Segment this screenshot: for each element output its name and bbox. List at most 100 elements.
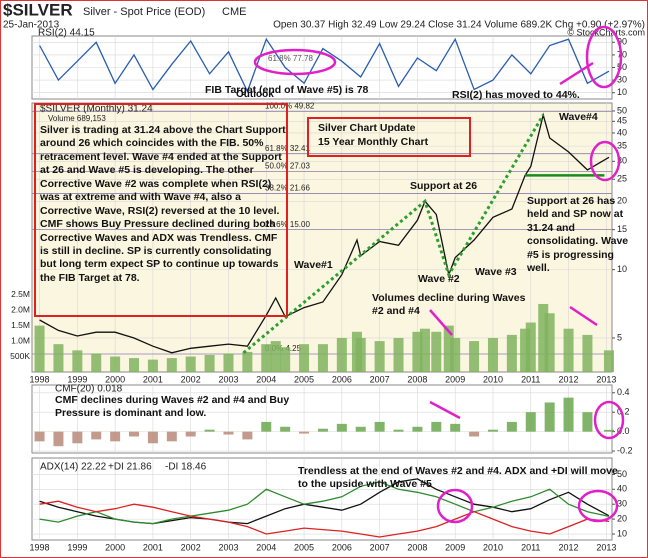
adx-note: Trendless at the end of Waves #2 and #4.… bbox=[298, 465, 618, 491]
bar bbox=[242, 351, 253, 372]
exchange: CME bbox=[222, 6, 246, 18]
x-tick-label: 2001 bbox=[143, 542, 163, 552]
bar bbox=[374, 421, 385, 432]
x-tick-label: 2002 bbox=[181, 374, 201, 384]
bar bbox=[53, 344, 64, 372]
y-tick-label: 40 bbox=[617, 127, 627, 137]
subtitle-line: 15 Year Monthly Chart bbox=[318, 136, 429, 148]
bar bbox=[299, 344, 310, 372]
bar bbox=[261, 421, 272, 432]
wave-label: Wave#4 bbox=[559, 111, 598, 123]
panel bbox=[31, 384, 613, 454]
legend-plus-di: +DI 21.86 bbox=[108, 462, 152, 473]
bar bbox=[223, 431, 234, 435]
y-tick-label: 20 bbox=[617, 196, 627, 206]
y-tick-label: 50 bbox=[617, 105, 627, 115]
bar bbox=[487, 429, 498, 432]
y-tick-label: 15 bbox=[617, 224, 627, 234]
bar bbox=[204, 354, 215, 372]
title-box bbox=[307, 117, 471, 157]
wave-label: Wave#1 bbox=[294, 259, 333, 271]
instrument-name: Silver - Spot Price (EOD) bbox=[83, 6, 205, 18]
highlight-line bbox=[429, 400, 461, 420]
bar bbox=[204, 429, 215, 432]
y-tick-label: 5 bbox=[617, 332, 622, 342]
cmf-note: CMF declines during Waves #2 and #4 and … bbox=[55, 394, 290, 420]
highlight-line bbox=[559, 61, 594, 86]
y-tick-label: 30 bbox=[617, 74, 627, 84]
x-tick-label: 2001 bbox=[143, 374, 163, 384]
x-tick-label: 2003 bbox=[218, 374, 238, 384]
bar bbox=[110, 431, 121, 442]
y-tick-label: 30 bbox=[617, 156, 627, 166]
y-tick-label: 35 bbox=[617, 140, 627, 150]
bar bbox=[317, 428, 328, 432]
y-tick-label: 90 bbox=[617, 37, 627, 47]
bar bbox=[412, 426, 423, 432]
highlight-line bbox=[569, 305, 598, 327]
rsi-fib-label: 61.8% 77.78 bbox=[268, 54, 313, 63]
outlook-label: Outlook bbox=[236, 89, 274, 100]
bar bbox=[299, 431, 310, 434]
bar bbox=[393, 429, 404, 432]
fib-label: 100.0% 49.82 bbox=[265, 101, 315, 110]
legend-price: $SILVER (Monthly) 31.24 bbox=[40, 104, 153, 115]
bar bbox=[166, 431, 177, 442]
y-tick-label: 10 bbox=[617, 87, 627, 97]
y-tick-label: 20 bbox=[617, 514, 627, 524]
x-tick-label: 2012 bbox=[559, 374, 579, 384]
bar bbox=[506, 421, 517, 432]
x-tick-label: 2003 bbox=[218, 542, 238, 552]
x-tick-label: 2006 bbox=[332, 374, 352, 384]
bar bbox=[538, 303, 549, 372]
wave-label: Wave #2 bbox=[418, 273, 460, 285]
bar bbox=[506, 334, 517, 372]
bar bbox=[603, 429, 614, 432]
bar bbox=[431, 331, 442, 372]
bar bbox=[563, 397, 574, 432]
y-tick-label: 25 bbox=[617, 174, 627, 184]
rsi-note: RSI(2) has moved to 44%. bbox=[452, 89, 580, 101]
bar bbox=[91, 353, 102, 372]
x-tick-label: 2011 bbox=[521, 542, 540, 552]
y-tick-label: 40 bbox=[617, 484, 627, 494]
x-tick-label: 2008 bbox=[407, 374, 427, 384]
x-tick-label: 2008 bbox=[407, 542, 427, 552]
wave-label: Wave #3 bbox=[475, 266, 517, 278]
bar bbox=[355, 337, 366, 372]
bar bbox=[443, 325, 454, 372]
bar bbox=[166, 358, 177, 372]
x-tick-label: 2011 bbox=[521, 374, 540, 384]
bar bbox=[270, 341, 281, 372]
bar bbox=[129, 431, 140, 437]
bar bbox=[412, 331, 423, 372]
bar bbox=[487, 337, 498, 372]
bar bbox=[563, 328, 574, 372]
bar bbox=[242, 431, 253, 440]
y-tick-label: 0.0 bbox=[617, 426, 630, 436]
title-line: Silver Chart Update bbox=[318, 122, 416, 134]
highlight-ellipse bbox=[589, 140, 621, 182]
panel bbox=[31, 457, 613, 541]
x-tick-label: 2009 bbox=[445, 374, 465, 384]
bar bbox=[525, 412, 536, 432]
x-tick-label: 2005 bbox=[294, 374, 314, 384]
y-tick-label: 10 bbox=[617, 528, 627, 538]
bar bbox=[72, 350, 83, 372]
highlight-ellipse bbox=[593, 400, 625, 440]
support-note: Support at 26 has held and SP now at 31.… bbox=[527, 195, 629, 275]
bar bbox=[469, 341, 480, 372]
bar bbox=[53, 431, 64, 447]
credit: © StockCharts.com bbox=[567, 27, 645, 37]
x-tick-label: 2006 bbox=[332, 542, 352, 552]
bar bbox=[544, 313, 555, 372]
y-tick-label: 10 bbox=[617, 264, 627, 274]
x-tick-label: 1998 bbox=[30, 542, 50, 552]
x-tick-label: 2000 bbox=[105, 542, 125, 552]
panel bbox=[31, 102, 613, 373]
legend-rsi: RSI(2) 44.15 bbox=[38, 28, 95, 39]
bar bbox=[336, 337, 347, 372]
x-tick-label: 2007 bbox=[370, 542, 390, 552]
